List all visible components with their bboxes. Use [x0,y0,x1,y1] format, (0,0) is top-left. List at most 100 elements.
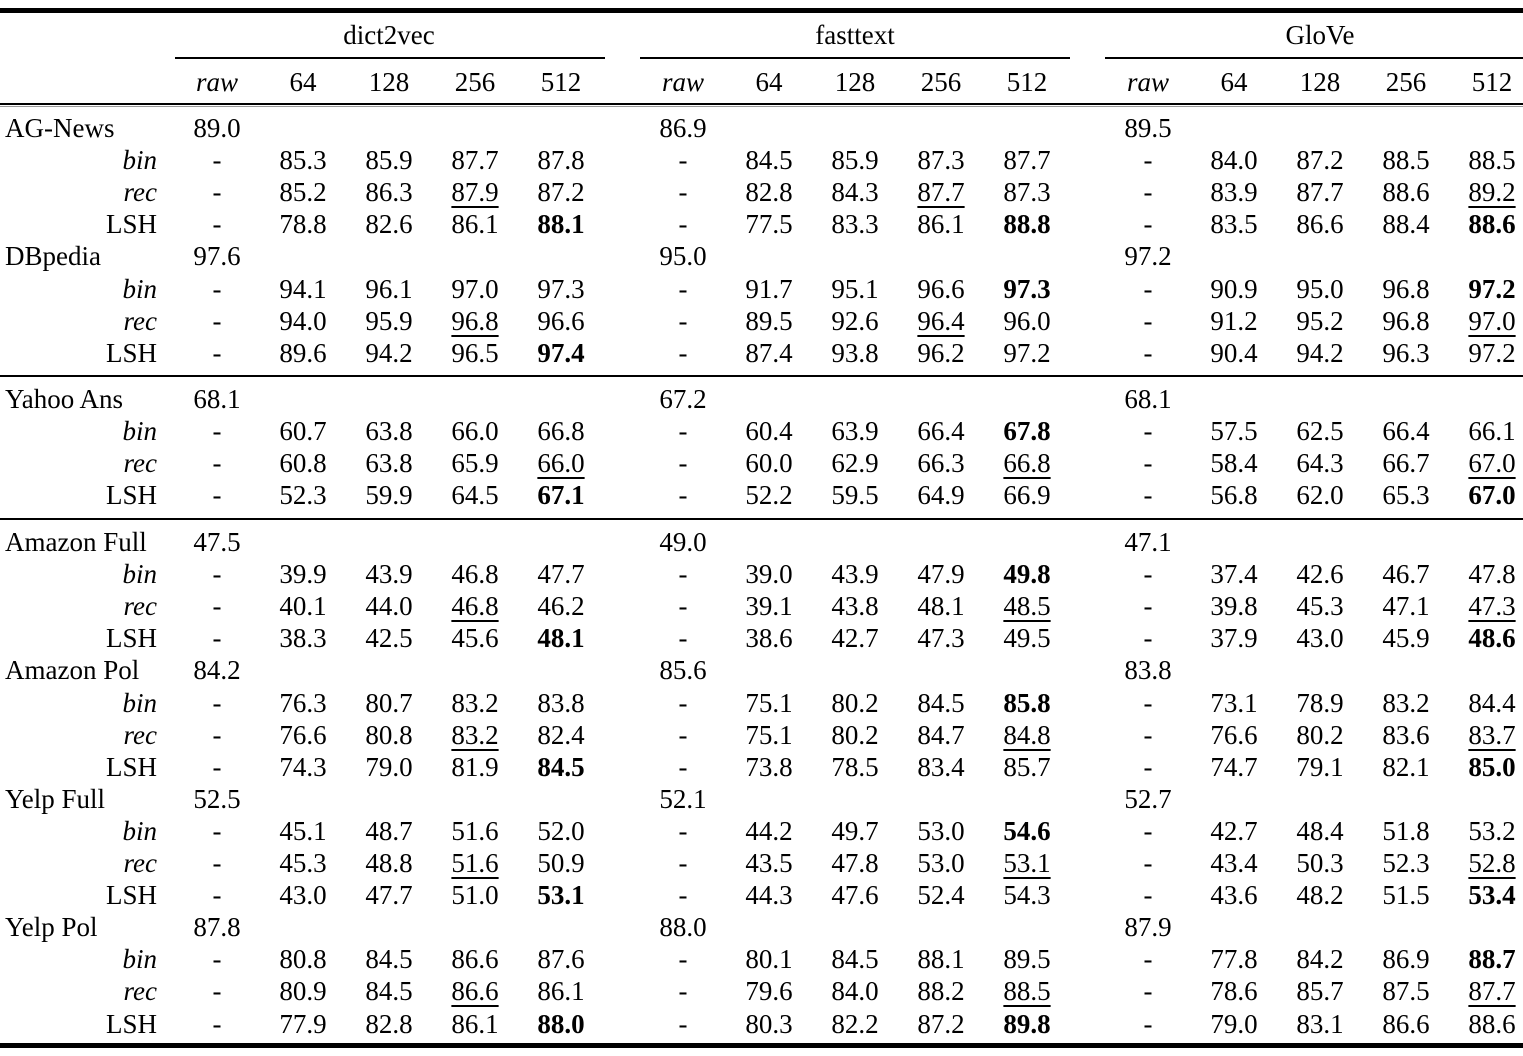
table-cell: 48.1 [537,623,585,654]
table-cell: 86.1 [451,1008,499,1039]
table-cell: 83.8 [537,687,585,718]
subheader-512: 512 [1006,67,1048,97]
table-cell: 66.0 [451,416,499,447]
table-cell: 82.8 [365,1008,413,1039]
table-cell: 58.4 [1210,448,1258,479]
table-cell: - [212,177,222,208]
subheader-raw: raw [661,67,705,97]
table-cell: 89.5 [1003,944,1051,975]
table-cell: 84.7 [917,719,965,750]
table-cell: 52.3 [279,480,327,511]
table-cell: - [678,416,688,447]
table-cell: 42.5 [365,623,413,654]
table-cell: 80.7 [365,687,413,718]
table-cell: 48.1 [917,591,965,622]
table-cell: - [678,448,688,479]
method-label: bin [122,416,157,447]
table-cell: 38.6 [745,623,793,654]
table-cell: 47.1 [1382,591,1430,622]
table-cell: 45.3 [279,848,327,878]
method-label: LSH [105,209,157,240]
table-cell: 40.1 [279,591,327,622]
table-cell: 66.4 [1382,416,1430,447]
table-cell: 83.3 [831,209,879,240]
table-cell: 57.5 [1210,416,1258,447]
table-cell: 43.5 [745,848,793,878]
table-cell: 96.0 [1003,305,1051,336]
method-label: LSH [105,880,157,911]
table-cell: 78.8 [279,209,327,240]
table-cell: 88.8 [1003,209,1051,240]
method-label: bin [122,687,157,718]
table-cell: - [678,209,688,240]
table-cell: 84.8 [1003,719,1051,750]
table-cell: 87.3 [1003,177,1051,208]
table-cell: 81.9 [451,751,499,782]
method-label: bin [122,273,157,304]
table-cell: 96.8 [451,305,499,336]
table-cell: 97.2 [1003,337,1051,368]
table-cell: 80.1 [745,944,793,975]
table-cell: - [678,559,688,590]
table-cell: 95.2 [1296,305,1344,336]
table-cell: 80.2 [1296,719,1344,750]
table-cell: - [212,848,222,878]
table-cell: 96.1 [365,273,413,304]
table-cell: 44.3 [745,880,793,911]
table-cell: 60.0 [745,448,793,479]
table-cell: 86.1 [537,976,585,1007]
table-cell: - [212,480,222,511]
table-cell: 48.5 [1003,591,1051,622]
table-cell: - [212,209,222,240]
table-cell: - [678,273,688,304]
raw-value: 95.0 [659,241,707,272]
table-cell: 84.0 [831,976,879,1007]
table-cell: 67.8 [1003,416,1051,447]
table-cell: - [1143,751,1153,782]
table-cell: 51.6 [451,848,499,878]
method-label: bin [122,145,157,176]
table-cell: - [1143,880,1153,911]
table-cell: 87.2 [1296,145,1344,176]
table-cell: - [678,848,688,878]
table-cell: 60.8 [279,448,327,479]
table-cell: 65.3 [1382,480,1430,511]
table-cell: 94.1 [279,273,327,304]
raw-value: 89.0 [193,113,241,143]
table-cell: 84.5 [745,145,793,176]
header-rule [0,103,1523,105]
raw-value: 67.2 [659,384,707,414]
method-label: LSH [105,480,157,511]
table-cell: - [678,480,688,511]
table-cell: - [678,880,688,911]
table-cell: - [678,177,688,208]
table-cell: 76.3 [279,687,327,718]
table-cell: 67.0 [1468,448,1516,479]
method-label: rec [123,448,157,479]
table-cell: 90.4 [1210,337,1258,368]
table-cell: - [1143,687,1153,718]
table-cell: - [678,623,688,654]
cmidrule-glove [1105,57,1523,59]
table-cell: 43.8 [831,591,879,622]
table-cell: 84.5 [365,976,413,1007]
table-cell: - [212,944,222,975]
table-cell: 84.5 [365,944,413,975]
table-cell: 84.2 [1296,944,1344,975]
table-cell: - [212,687,222,718]
method-label: rec [123,976,157,1007]
raw-value: 87.9 [1124,912,1172,943]
dataset-label: AG-News [5,113,115,143]
table-cell: 43.0 [1296,623,1344,654]
table-cell: 83.9 [1210,177,1258,208]
table-cell: - [212,416,222,447]
table-cell: - [1143,273,1153,304]
table-cell: - [1143,976,1153,1007]
raw-value: 68.1 [193,384,241,414]
method-label: rec [123,305,157,336]
table-cell: 96.6 [537,305,585,336]
table-cell: 88.6 [1382,177,1430,208]
table-cell: - [678,944,688,975]
table-cell: 96.2 [917,337,965,368]
table-cell: 51.5 [1382,880,1430,911]
